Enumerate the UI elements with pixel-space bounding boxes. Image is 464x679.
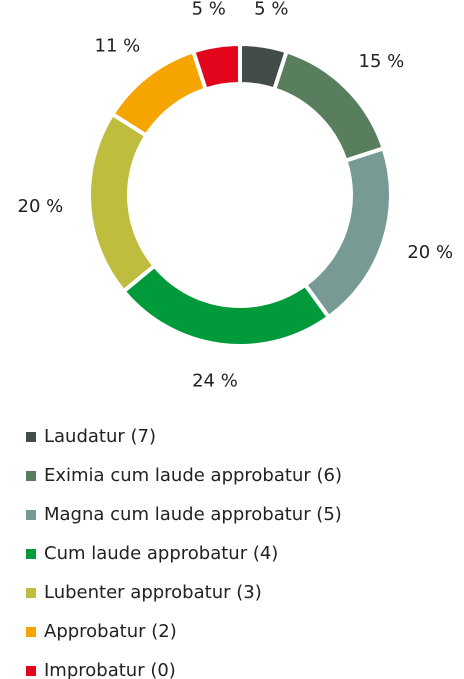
legend-swatch bbox=[26, 588, 36, 598]
legend-label: Magna cum laude approbatur (5) bbox=[44, 504, 342, 525]
legend-swatch bbox=[26, 666, 36, 676]
legend-swatch bbox=[26, 627, 36, 637]
donut-segment bbox=[302, 145, 393, 320]
legend-label: Cum laude approbatur (4) bbox=[44, 543, 278, 564]
data-label: 24 % bbox=[192, 371, 238, 392]
legend-swatch bbox=[26, 549, 36, 559]
data-label: 20 % bbox=[18, 196, 64, 217]
legend-label: Lubenter approbatur (3) bbox=[44, 582, 262, 603]
donut-segment bbox=[109, 48, 209, 139]
data-label: 5 % bbox=[192, 0, 226, 19]
data-label: 5 % bbox=[254, 0, 288, 19]
legend-swatch bbox=[26, 510, 36, 520]
legend-label: Improbatur (0) bbox=[44, 660, 176, 679]
data-label: 20 % bbox=[407, 242, 453, 263]
legend-swatch bbox=[26, 471, 36, 481]
legend-label: Eximia cum laude approbatur (6) bbox=[44, 465, 342, 486]
legend-label: Laudatur (7) bbox=[44, 426, 156, 447]
donut-segment bbox=[87, 111, 158, 295]
legend-swatch bbox=[26, 432, 36, 442]
donut-segment bbox=[190, 41, 242, 92]
donut-segment bbox=[120, 262, 332, 348]
legend-label: Approbatur (2) bbox=[44, 621, 177, 642]
data-label: 15 % bbox=[359, 51, 405, 72]
data-label: 11 % bbox=[95, 35, 141, 56]
